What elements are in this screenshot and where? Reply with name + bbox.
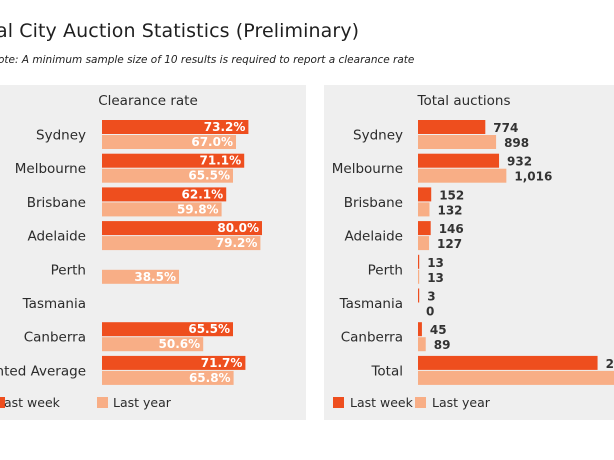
sample-size-note: ote: A minimum sample size of 10 results… bbox=[0, 54, 415, 66]
clearance-rate-data-label-sydney-last-year: 67.0% bbox=[191, 135, 233, 149]
total-auctions-category-label-adelaide: Adelaide bbox=[344, 229, 403, 245]
total-auctions-bar-perth-last-week bbox=[418, 254, 420, 269]
clearance-rate-category-label-adelaide: Adelaide bbox=[27, 229, 86, 245]
total-auctions-panel: Total auctions Sydney 774 898 Melbourne 932 1,… bbox=[324, 85, 614, 420]
clearance-rate-bar-weighted-average-last-week bbox=[102, 355, 246, 370]
total-auctions-data-label-canberra-last-year: 89 bbox=[434, 338, 451, 352]
clearance-rate-bar-canberra-last-year bbox=[102, 337, 204, 352]
clearance-rate-category-label-perth: Perth bbox=[51, 262, 86, 278]
total-auctions-data-label-tasmania-last-week: 3 bbox=[427, 290, 435, 304]
clearance-rate-bar-adelaide-last-week bbox=[102, 221, 262, 236]
total-auctions-bar-brisbane-last-week bbox=[418, 187, 432, 202]
clearance-rate-data-label-brisbane-last-year: 59.8% bbox=[177, 202, 219, 216]
clearance-rate-data-label-melbourne-last-week: 71.1% bbox=[200, 154, 242, 168]
total-auctions-bar-sydney-last-year bbox=[418, 135, 497, 149]
total-auctions-data-label-canberra-last-week: 45 bbox=[430, 323, 447, 337]
total-auctions-bar-adelaide-last-year bbox=[418, 236, 430, 251]
clearance-rate-category-label-sydney: Sydney bbox=[36, 128, 86, 144]
total-auctions-data-label-brisbane-last-week: 152 bbox=[439, 188, 464, 202]
clearance-rate-data-label-weighted-average-last-week: 71.7% bbox=[201, 356, 243, 370]
clearance-rate-category-label-tasmania: Tasmania bbox=[22, 296, 86, 312]
total-auctions-bar-total-last-year bbox=[418, 370, 614, 385]
total-auctions-legend-swatch-last-week bbox=[333, 397, 344, 408]
page-title: al City Auction Statistics (Preliminary) bbox=[0, 20, 360, 42]
total-auctions-data-label-perth-last-year: 13 bbox=[427, 271, 444, 285]
clearance-rate-legend-label-last-year: Last year bbox=[113, 395, 172, 410]
total-auctions-bar-brisbane-last-year bbox=[418, 202, 430, 217]
total-auctions-data-label-melbourne-last-week: 932 bbox=[507, 155, 532, 169]
total-auctions-legend-label-last-year: Last year bbox=[432, 395, 491, 410]
total-auctions-bar-perth-last-year bbox=[418, 269, 420, 284]
total-auctions-category-label-canberra: Canberra bbox=[341, 330, 403, 346]
clearance-rate-category-label-brisbane: Brisbane bbox=[27, 195, 86, 211]
clearance-rate-data-label-adelaide-last-year: 79.2% bbox=[216, 236, 258, 250]
clearance-rate-legend-label-last-week: ast week bbox=[4, 395, 61, 410]
total-auctions-data-label-adelaide-last-week: 146 bbox=[439, 222, 464, 236]
total-auctions-bar-total-last-week bbox=[418, 355, 598, 370]
total-auctions-title: Total auctions bbox=[417, 93, 511, 109]
clearance-rate-data-label-adelaide-last-week: 80.0% bbox=[217, 221, 259, 235]
clearance-rate-title: Clearance rate bbox=[98, 93, 198, 109]
total-auctions-data-label-adelaide-last-year: 127 bbox=[437, 237, 462, 251]
total-auctions-bar-adelaide-last-week bbox=[418, 221, 431, 236]
clearance-rate-category-label-melbourne: Melbourne bbox=[15, 161, 86, 177]
clearance-rate-data-label-melbourne-last-year: 65.5% bbox=[188, 169, 230, 183]
clearance-rate-bar-adelaide-last-year bbox=[102, 236, 261, 251]
total-auctions-category-label-total: Total bbox=[370, 363, 403, 379]
total-auctions-bar-tasmania-last-week bbox=[418, 288, 420, 303]
total-auctions-legend-swatch-last-year bbox=[415, 397, 426, 408]
total-auctions-data-label-total-last-week: 2,065 bbox=[606, 357, 614, 371]
total-auctions-data-label-sydney-last-year: 898 bbox=[504, 136, 529, 150]
clearance-rate-bar-perth-last-year bbox=[102, 269, 179, 284]
clearance-rate-bar-sydney-last-year bbox=[102, 135, 236, 149]
total-auctions-bar-sydney-last-week bbox=[418, 120, 486, 134]
total-auctions-category-label-melbourne: Melbourne bbox=[332, 161, 403, 177]
clearance-rate-panel: Clearance rate Sydney 73.2% 67.0% Melbourne 7… bbox=[0, 85, 306, 420]
total-auctions-category-label-sydney: Sydney bbox=[353, 128, 403, 144]
clearance-rate-chart: Clearance rate Sydney 73.2%67.0% Melbourne 7… bbox=[0, 93, 262, 410]
total-auctions-data-label-tasmania-last-year: 0 bbox=[426, 305, 434, 319]
clearance-rate-category-label-weighted-average: nted Average bbox=[0, 363, 86, 379]
clearance-rate-data-label-brisbane-last-week: 62.1% bbox=[182, 187, 224, 201]
clearance-rate-legend-swatch-last-year bbox=[97, 397, 108, 408]
clearance-rate-bar-brisbane-last-week bbox=[102, 187, 227, 202]
clearance-rate-data-label-canberra-last-year: 50.6% bbox=[159, 337, 201, 351]
total-auctions-bar-canberra-last-week bbox=[418, 322, 422, 337]
total-auctions-data-label-sydney-last-week: 774 bbox=[493, 121, 518, 135]
total-auctions-category-label-tasmania: Tasmania bbox=[339, 296, 403, 312]
clearance-rate-data-label-weighted-average-last-year: 65.8% bbox=[189, 371, 231, 385]
clearance-rate-bar-melbourne-last-year bbox=[102, 168, 233, 183]
total-auctions-category-label-brisbane: Brisbane bbox=[344, 195, 403, 211]
clearance-rate-data-label-canberra-last-week: 65.5% bbox=[188, 322, 230, 336]
clearance-rate-legend-swatch-last-week bbox=[0, 397, 5, 408]
total-auctions-bar-melbourne-last-year bbox=[418, 168, 507, 183]
total-auctions-bar-melbourne-last-week bbox=[418, 153, 500, 168]
total-auctions-legend-label-last-week: Last week bbox=[350, 395, 414, 410]
total-auctions-data-label-melbourne-last-year: 1,016 bbox=[514, 170, 552, 184]
clearance-rate-bar-melbourne-last-week bbox=[102, 153, 245, 168]
clearance-rate-bar-brisbane-last-year bbox=[102, 202, 222, 217]
total-auctions-bar-canberra-last-year bbox=[418, 337, 426, 352]
clearance-rate-bar-sydney-last-week bbox=[102, 120, 249, 134]
total-auctions-data-label-perth-last-week: 13 bbox=[427, 256, 444, 270]
clearance-rate-data-label-sydney-last-week: 73.2% bbox=[204, 120, 246, 134]
total-auctions-category-label-perth: Perth bbox=[368, 262, 403, 278]
total-auctions-data-label-brisbane-last-year: 132 bbox=[437, 203, 462, 217]
clearance-rate-bar-canberra-last-week bbox=[102, 322, 233, 337]
clearance-rate-category-label-canberra: Canberra bbox=[24, 330, 86, 346]
clearance-rate-data-label-perth-last-year: 38.5% bbox=[134, 270, 176, 284]
clearance-rate-bar-weighted-average-last-year bbox=[102, 370, 234, 385]
